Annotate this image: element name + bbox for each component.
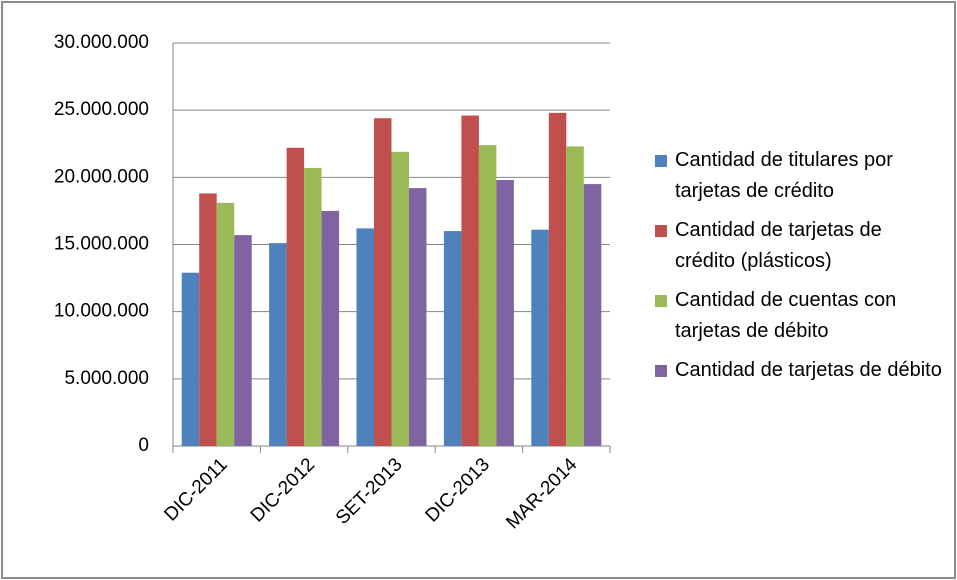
legend-label: Cantidad de tarjetas de crédito (plástic… (675, 219, 882, 272)
bar (304, 167, 322, 446)
bar (234, 235, 252, 446)
bar (216, 202, 235, 446)
y-tick-label: 5.000.000 (64, 368, 149, 389)
legend-label: Cantidad de tarjetas de débito (675, 359, 942, 381)
bar (356, 228, 374, 446)
bar (409, 188, 427, 446)
legend-entry: Cantidad de titulares por tarjetas de cr… (655, 145, 945, 207)
x-tick-label: SET-2013 (332, 454, 407, 529)
bar (286, 147, 305, 446)
legend-label: Cantidad de titulares por tarjetas de cr… (675, 149, 893, 202)
bar (199, 193, 217, 446)
bar (443, 231, 462, 446)
bar (478, 145, 497, 447)
legend-swatch (655, 295, 667, 307)
y-tick-label: 25.000.000 (54, 99, 149, 120)
y-tick-label: 0 (138, 435, 149, 456)
bar (391, 151, 409, 446)
bar (181, 272, 200, 446)
bar (548, 112, 567, 446)
bar (566, 146, 584, 447)
x-tick-label: DIC-2011 (160, 454, 231, 525)
legend-swatch (655, 365, 667, 377)
bar (461, 115, 479, 446)
y-tick-label: 30.000.000 (54, 32, 149, 53)
bar (374, 118, 392, 446)
y-tick-label: 10.000.000 (54, 301, 149, 322)
bar (496, 180, 514, 446)
x-tick-label: DIC-2012 (247, 454, 319, 526)
legend-entry: Cantidad de tarjetas de débito (655, 355, 945, 386)
x-tick-label: DIC-2013 (422, 454, 494, 526)
y-tick-label: 15.000.000 (54, 234, 149, 255)
legend-entry: Cantidad de cuentas con tarjetas de débi… (655, 285, 945, 347)
bar (583, 184, 602, 447)
bar (321, 210, 340, 446)
y-tick-label: 20.000.000 (54, 166, 149, 187)
bar (269, 243, 287, 446)
legend-swatch (655, 225, 667, 237)
legend-swatch (655, 155, 667, 167)
bar (531, 229, 549, 446)
legend-label: Cantidad de cuentas con tarjetas de débi… (675, 289, 897, 342)
legend-entry: Cantidad de tarjetas de crédito (plástic… (655, 215, 945, 277)
x-tick-label: MAR-2014 (502, 454, 581, 533)
legend: Cantidad de titulares por tarjetas de cr… (655, 145, 945, 394)
